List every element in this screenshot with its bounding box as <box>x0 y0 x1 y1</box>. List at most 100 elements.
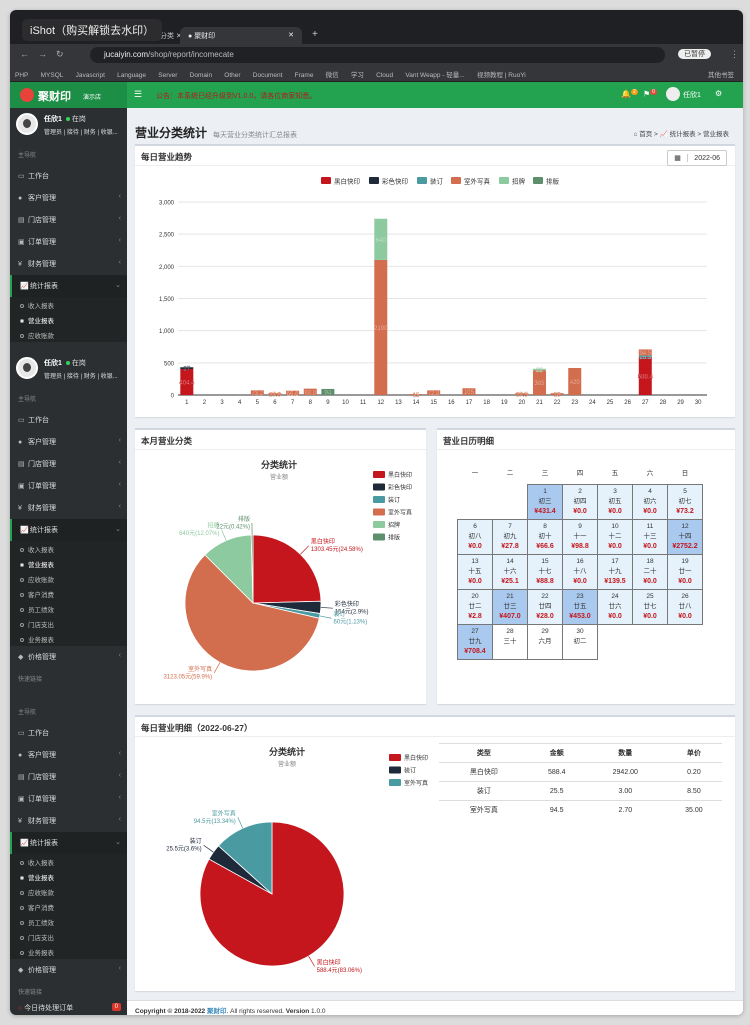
calendar-day[interactable]: 13 十五 ¥0.0 <box>457 553 493 590</box>
sidebar-item-finance[interactable]: ¥ 财务管理 ‹ <box>18 503 121 512</box>
bookmark[interactable]: Domain <box>189 72 213 79</box>
sidebar-item-finance[interactable]: ¥ 财务管理 ‹ <box>18 816 121 825</box>
sidebar-subitem-performance[interactable]: 员工绩效 <box>10 601 127 616</box>
calendar-day[interactable]: 10 十二 ¥0.0 <box>597 518 633 555</box>
calendar-day[interactable]: 4 初六 ¥0.0 <box>632 483 668 520</box>
sidebar-subitem-receivable[interactable]: 应收账款 <box>10 571 127 586</box>
hamburger-icon[interactable]: ☰ <box>134 89 143 99</box>
bookmark[interactable]: 学习 <box>350 72 364 79</box>
calendar-day[interactable]: 22 廿四 ¥28.0 <box>527 588 563 625</box>
calendar-day[interactable]: 14 十六 ¥25.1 <box>492 553 528 590</box>
bookmark[interactable]: Vant Weapp - 轻量... <box>405 72 465 79</box>
sidebar-item-price[interactable]: ◆ 价格管理 ‹ <box>18 652 121 661</box>
sidebar-item-customers[interactable]: ● 客户管理 ‹ <box>18 437 121 446</box>
bookmark[interactable]: Language <box>117 72 147 79</box>
bookmark[interactable]: Javascript <box>75 72 105 79</box>
calendar-day[interactable]: 17 十九 ¥139.5 <box>597 553 633 590</box>
calendar-day[interactable]: 19 廿一 ¥0.0 <box>667 553 703 590</box>
flag-icon[interactable]: ⚑ 0 <box>643 89 657 99</box>
calendar-day[interactable]: 7 初九 ¥27.8 <box>492 518 528 555</box>
new-tab-icon[interactable]: + <box>312 29 318 40</box>
calendar-day[interactable]: 23 廿五 ¥453.0 <box>562 588 598 625</box>
sidebar-subitem-business[interactable]: 营业报表 <box>10 312 127 327</box>
bookmark[interactable]: 微信 <box>325 72 339 79</box>
sidebar-subitem-consumption[interactable]: 客户消费 <box>10 586 127 601</box>
settings-icon[interactable]: ⚙ <box>715 89 723 98</box>
sidebar-subitem-expense[interactable]: 门店支出 <box>10 929 127 944</box>
calendar-day[interactable]: 16 十八 ¥0.0 <box>562 553 598 590</box>
calendar-day[interactable]: 21 廿三 ¥407.0 <box>492 588 528 625</box>
sidebar-item-orders[interactable]: ▣ 订单管理 ‹ <box>18 794 121 803</box>
calendar-day[interactable]: 27 廿九 ¥708.4 <box>457 623 493 660</box>
sidebar-subitem-receivable[interactable]: 应收账款 <box>10 884 127 899</box>
bookmark[interactable]: PHP <box>15 72 29 79</box>
sidebar-item-orders[interactable]: ▣ 订单管理 ‹ <box>18 481 121 490</box>
reload-icon[interactable]: ↻ <box>56 49 64 59</box>
forward-icon[interactable]: → <box>38 49 47 59</box>
crumb-stats[interactable]: 📈 统计报表 <box>659 131 696 138</box>
sidebar-subitem-consumption[interactable]: 客户消费 <box>10 899 127 914</box>
sidebar-item-customers[interactable]: ● 客户管理 ‹ <box>18 750 121 759</box>
calendar-day[interactable]: 9 十一 ¥98.8 <box>562 518 598 555</box>
top-user-name[interactable]: 任欣1 <box>683 92 701 99</box>
sidebar-subitem-business[interactable]: 营业报表 <box>10 869 127 884</box>
sidebar-item-finance[interactable]: ¥ 财务管理 ‹ <box>18 259 121 268</box>
calendar-day[interactable]: 12 十四 ¥2752.2 <box>667 518 703 555</box>
sidebar-item-reports[interactable]: 📈统计报表 ⌄ <box>10 519 127 541</box>
calendar-day[interactable]: 1 初三 ¥431.4 <box>527 483 563 520</box>
calendar-day[interactable]: 30 初二 <box>562 623 598 660</box>
bell-icon[interactable]: 🔔 2 <box>621 89 638 99</box>
calendar-day[interactable]: 11 十三 ¥0.0 <box>632 518 668 555</box>
profile-button[interactable]: 已暂停 <box>678 49 711 59</box>
sidebar-item-stores[interactable]: ▤ 门店管理 ‹ <box>18 215 121 224</box>
sidebar-subitem-receivable[interactable]: 应收账款 <box>10 327 127 342</box>
calendar-day[interactable]: 28 三十 <box>492 623 528 660</box>
calendar-day[interactable]: 20 廿二 ¥2.8 <box>457 588 493 625</box>
url-input[interactable]: jucaiyin.com/shop/report/incomecate <box>90 47 665 63</box>
bookmark[interactable]: Cloud <box>376 72 394 79</box>
calendar-day[interactable]: 24 廿六 ¥0.0 <box>597 588 633 625</box>
bookmark[interactable]: Other <box>224 72 241 79</box>
sidebar-subitem-income[interactable]: 收入报表 <box>10 854 127 869</box>
bookmark[interactable]: MYSQL <box>40 72 64 79</box>
sidebar-item-orders[interactable]: ▣ 订单管理 ‹ <box>18 237 121 246</box>
sidebar-subitem-expense[interactable]: 门店支出 <box>10 616 127 631</box>
calendar-day[interactable]: 18 二十 ¥0.0 <box>632 553 668 590</box>
calendar-day[interactable]: 26 廿八 ¥0.0 <box>667 588 703 625</box>
calendar-day[interactable]: 5 初七 ¥73.2 <box>667 483 703 520</box>
calendar-day[interactable]: 2 初四 ¥0.0 <box>562 483 598 520</box>
calendar-day[interactable]: 29 六月 <box>527 623 563 660</box>
bookmark[interactable]: 视频教程 | RuoYi <box>476 72 526 79</box>
sidebar-subitem-income[interactable]: 收入报表 <box>10 541 127 556</box>
sidebar-item-customers[interactable]: ● 客户管理 ‹ <box>18 193 121 202</box>
sidebar-subitem-income[interactable]: 收入报表 <box>10 297 127 312</box>
calendar-day[interactable]: 8 初十 ¥66.6 <box>527 518 563 555</box>
calendar-day[interactable]: 6 初八 ¥0.0 <box>457 518 493 555</box>
month-picker[interactable]: ▦ 2022-06 <box>667 150 727 166</box>
todo-orders-link[interactable]: ○ 今日待处理订单 0 <box>10 1001 127 1015</box>
back-icon[interactable]: ← <box>20 49 29 59</box>
calendar-day[interactable]: 15 十七 ¥88.8 <box>527 553 563 590</box>
sidebar-subitem-biz[interactable]: 业务报表 <box>10 944 127 959</box>
bookmark[interactable]: Document <box>252 72 283 79</box>
sidebar-subitem-performance[interactable]: 员工绩效 <box>10 914 127 929</box>
calendar-day[interactable]: 3 初五 ¥0.0 <box>597 483 633 520</box>
bookmark[interactable]: Server <box>158 72 178 79</box>
sidebar-item-workbench[interactable]: ▭ 工作台 <box>18 417 49 424</box>
bookmark-other[interactable]: 其他书签 <box>708 72 734 79</box>
sidebar-item-reports[interactable]: 📈统计报表 ⌄ <box>10 832 127 854</box>
sidebar-item-workbench[interactable]: ▭ 工作台 <box>18 173 49 180</box>
sidebar-subitem-business[interactable]: 营业报表 <box>10 556 127 571</box>
menu-icon[interactable]: ⋮ <box>730 49 739 59</box>
calendar-day[interactable]: 25 廿七 ¥0.0 <box>632 588 668 625</box>
bookmark[interactable]: Frame <box>294 72 314 79</box>
sidebar-item-reports[interactable]: 📈统计报表 ⌄ <box>10 275 127 297</box>
sidebar-item-stores[interactable]: ▤ 门店管理 ‹ <box>18 459 121 468</box>
sidebar-item-workbench[interactable]: ▭ 工作台 <box>18 730 49 737</box>
sidebar-item-price[interactable]: ◆ 价格管理 ‹ <box>18 965 121 974</box>
crumb-home[interactable]: ⌂ 首页 <box>633 131 653 138</box>
brand-logo[interactable]: 聚财印 演示店 <box>10 82 127 108</box>
sidebar-item-stores[interactable]: ▤ 门店管理 ‹ <box>18 772 121 781</box>
browser-tab-2[interactable]: ● 聚财印 ✕ <box>180 27 302 44</box>
avatar[interactable] <box>666 87 680 101</box>
